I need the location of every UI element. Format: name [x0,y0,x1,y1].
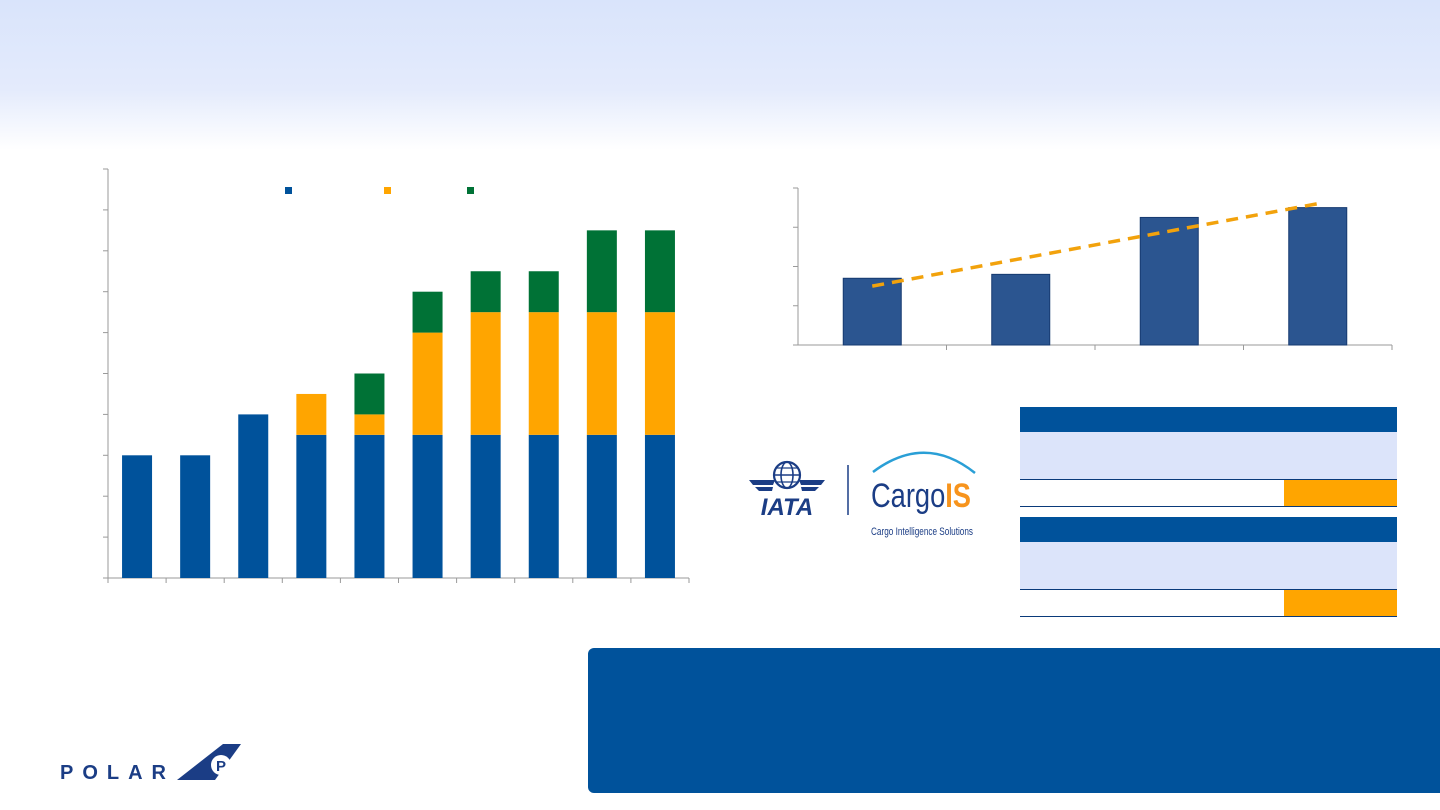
legend-marker-3 [467,187,474,194]
legend-marker-2 [384,187,391,194]
iata-logo: IATA [749,460,825,521]
bar-segment-2 [470,312,501,435]
wing-icon [749,480,825,491]
bar-segment-1 [470,434,501,578]
bar-segment-1 [586,434,617,578]
trend-line [871,201,1319,288]
bar-segment-1 [412,434,443,578]
trend-bar [991,273,1051,346]
bar-segment-1 [296,434,327,578]
bar-segment-1 [122,455,153,578]
info-table-1 [1020,407,1397,507]
bar-segment-1 [644,434,675,578]
info-table-1-highlight [1284,480,1397,506]
bar-segment-2 [644,312,675,435]
bar-segment-3 [470,271,501,313]
info-table-2-highlight [1284,590,1397,616]
polar-wordmark: POLAR [60,762,170,784]
bar-segment-3 [528,271,559,313]
bar-segment-3 [586,230,617,313]
info-table-1-header [1020,407,1397,432]
info-table-2-header [1020,517,1397,542]
bar-segment-3 [412,291,443,333]
bar-segment-2 [354,414,385,435]
partner-logos: IATA CargoIS Cargo Intelligence Solution… [745,445,985,545]
header-band [0,0,1440,150]
legend-marker-1 [285,187,292,194]
stacked-bar-chart [103,168,690,583]
iata-wordmark: IATA [761,494,813,521]
info-table-2-body [1020,542,1397,590]
trend-bar [1288,207,1348,346]
bar-segment-2 [412,332,443,435]
info-table-1-footer [1020,480,1397,507]
info-table-2 [1020,517,1397,617]
bar-segment-3 [354,373,385,415]
cargois-cargo: Cargo [871,477,945,515]
bar-segment-2 [586,312,617,435]
bar-segment-2 [296,393,327,435]
bar-segment-2 [528,312,559,435]
bar-segment-1 [528,434,559,578]
trend-bar [842,277,902,346]
cargois-is: IS [945,477,971,515]
bar-segment-1 [238,414,269,578]
cargois-wordmark: CargoIS [871,477,971,515]
info-table-2-footer [1020,590,1397,617]
polar-p-mark: P [216,758,226,775]
bar-segment-1 [354,434,385,578]
cargois-logo: CargoIS Cargo Intelligence Solutions [871,451,976,538]
tail-icon [177,744,241,780]
globe-icon [772,460,802,490]
trend-bar-chart [793,187,1393,350]
info-table-1-body [1020,432,1397,480]
cargois-tagline: Cargo Intelligence Solutions [871,526,973,538]
p-badge-icon [211,755,231,775]
trend-bar [1139,216,1199,346]
bar-segment-3 [644,230,675,313]
bar-segment-1 [180,455,211,578]
note-box [588,648,1440,793]
swoosh-icon [872,451,976,474]
polar-logo: POLAR P [55,740,245,785]
